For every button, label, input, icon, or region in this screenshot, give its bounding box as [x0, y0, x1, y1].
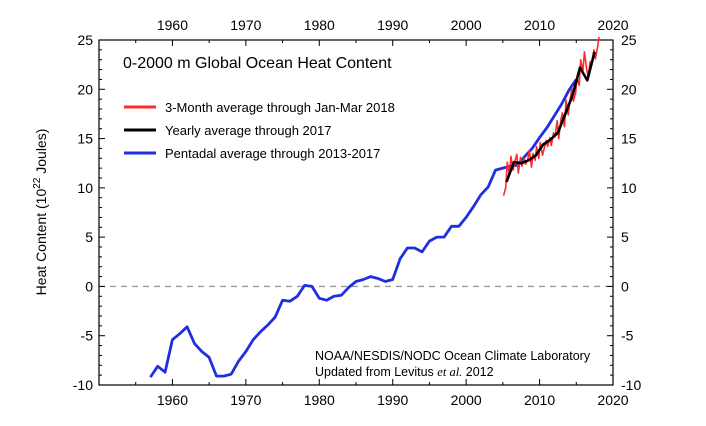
- axis-ticks-group: 1960196019701970198019801990199020002000…: [73, 17, 642, 408]
- y-tick-label-right: 0: [621, 278, 629, 294]
- legend: 3-Month average through Jan-Mar 2018 Yea…: [124, 100, 395, 161]
- x-tick-label-bottom: 1990: [377, 392, 408, 408]
- x-tick-label-top: 1990: [377, 17, 408, 33]
- y-axis-label-suffix: Joules): [33, 129, 49, 178]
- y-tick-label-left: 20: [77, 81, 93, 97]
- y-tick-label-left: 10: [77, 180, 93, 196]
- series-3month-line: [502, 36, 600, 196]
- x-tick-label-top: 1970: [230, 17, 261, 33]
- y-tick-label-left: 15: [77, 131, 93, 147]
- x-tick-label-top: 2020: [597, 17, 628, 33]
- credit-line-2-suffix: 2012: [462, 365, 493, 379]
- x-tick-label-bottom: 2020: [597, 392, 628, 408]
- x-tick-label-top: 2010: [524, 17, 555, 33]
- credit-line-2-prefix: Updated from Levitus: [315, 365, 437, 379]
- y-tick-label-right: -10: [621, 377, 641, 393]
- plot-frame: [98, 39, 614, 386]
- y-axis-label-prefix: Heat Content (10: [33, 189, 49, 296]
- y-tick-label-left: 0: [85, 278, 93, 294]
- y-tick-label-left: -10: [73, 377, 93, 393]
- y-tick-label-right: -5: [621, 328, 634, 344]
- series-yearly-line: [505, 51, 596, 183]
- y-tick-label-right: 5: [621, 229, 629, 245]
- series-lines-group: [149, 36, 600, 378]
- x-tick-label-bottom: 1970: [230, 392, 261, 408]
- y-axis-label-exponent: 22: [32, 177, 43, 189]
- legend-label-yearly: Yearly average through 2017: [165, 123, 331, 138]
- y-tick-label-left: 25: [77, 32, 93, 48]
- y-axis-label: Heat Content (1022 Joules): [32, 129, 49, 296]
- x-tick-label-bottom: 2010: [524, 392, 555, 408]
- x-tick-label-bottom: 2000: [451, 392, 482, 408]
- x-tick-label-top: 1980: [304, 17, 335, 33]
- y-tick-label-right: 15: [621, 131, 637, 147]
- x-tick-label-bottom: 1980: [304, 392, 335, 408]
- chart-title: 0-2000 m Global Ocean Heat Content: [123, 55, 392, 72]
- x-tick-label-top: 1960: [157, 17, 188, 33]
- credit-line-2-italic: et al.: [437, 365, 462, 379]
- legend-label-3month: 3-Month average through Jan-Mar 2018: [165, 100, 395, 115]
- y-tick-label-left: 5: [85, 229, 93, 245]
- credit-line-2: Updated from Levitus et al. 2012: [315, 365, 494, 379]
- legend-label-pentadal: Pentadal average through 2013-2017: [165, 146, 380, 161]
- x-tick-label-top: 2000: [451, 17, 482, 33]
- y-tick-label-right: 20: [621, 81, 637, 97]
- x-tick-label-bottom: 1960: [157, 392, 188, 408]
- series-pentadal-line: [149, 78, 578, 378]
- credit-line-1: NOAA/NESDIS/NODC Ocean Climate Laborator…: [315, 349, 591, 363]
- y-tick-label-left: -5: [81, 328, 94, 344]
- y-tick-label-right: 25: [621, 32, 637, 48]
- y-tick-label-right: 10: [621, 180, 637, 196]
